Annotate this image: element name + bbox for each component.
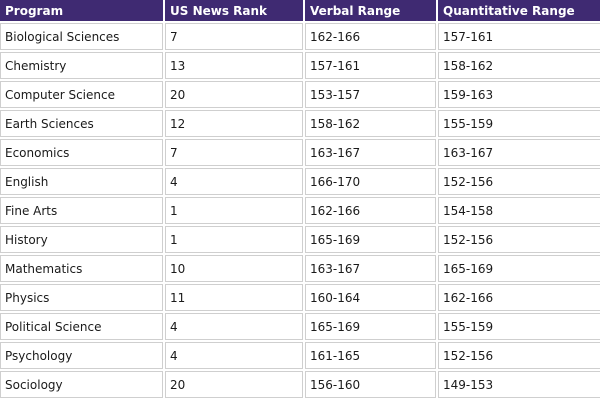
cell-verbal-range: 156-160 xyxy=(305,371,436,398)
cell-verbal-range: 158-162 xyxy=(305,110,436,137)
table-row: Earth Sciences 12 158-162 155-159 xyxy=(0,110,600,137)
table-row: Sociology 20 156-160 149-153 xyxy=(0,371,600,398)
cell-us-news-rank: 20 xyxy=(165,81,303,108)
table-header: Program US News Rank Verbal Range Quanti… xyxy=(0,0,600,21)
cell-us-news-rank: 7 xyxy=(165,139,303,166)
table-row: Fine Arts 1 162-166 154-158 xyxy=(0,197,600,224)
cell-program: Mathematics xyxy=(0,255,163,282)
cell-quantitative-range: 162-166 xyxy=(438,284,600,311)
cell-verbal-range: 160-164 xyxy=(305,284,436,311)
cell-quantitative-range: 158-162 xyxy=(438,52,600,79)
cell-us-news-rank: 12 xyxy=(165,110,303,137)
cell-quantitative-range: 165-169 xyxy=(438,255,600,282)
cell-verbal-range: 162-166 xyxy=(305,197,436,224)
cell-program: Physics xyxy=(0,284,163,311)
header-quantitative-range: Quantitative Range xyxy=(438,0,600,21)
cell-us-news-rank: 4 xyxy=(165,168,303,195)
cell-verbal-range: 163-167 xyxy=(305,255,436,282)
cell-verbal-range: 163-167 xyxy=(305,139,436,166)
table-row: Chemistry 13 157-161 158-162 xyxy=(0,52,600,79)
cell-quantitative-range: 157-161 xyxy=(438,23,600,50)
table-row: Political Science 4 165-169 155-159 xyxy=(0,313,600,340)
cell-program: History xyxy=(0,226,163,253)
table-body: Biological Sciences 7 162-166 157-161 Chemis… xyxy=(0,23,600,398)
table-row: Psychology 4 161-165 152-156 xyxy=(0,342,600,369)
cell-us-news-rank: 10 xyxy=(165,255,303,282)
header-program: Program xyxy=(0,0,163,21)
cell-program: Earth Sciences xyxy=(0,110,163,137)
cell-program: Chemistry xyxy=(0,52,163,79)
cell-us-news-rank: 4 xyxy=(165,313,303,340)
cell-quantitative-range: 152-156 xyxy=(438,226,600,253)
header-us-news-rank: US News Rank xyxy=(165,0,303,21)
cell-verbal-range: 161-165 xyxy=(305,342,436,369)
cell-verbal-range: 153-157 xyxy=(305,81,436,108)
cell-quantitative-range: 155-159 xyxy=(438,313,600,340)
cell-program: Biological Sciences xyxy=(0,23,163,50)
cell-us-news-rank: 20 xyxy=(165,371,303,398)
cell-program: English xyxy=(0,168,163,195)
cell-us-news-rank: 4 xyxy=(165,342,303,369)
cell-verbal-range: 165-169 xyxy=(305,313,436,340)
table-row: Economics 7 163-167 163-167 xyxy=(0,139,600,166)
table-row: Physics 11 160-164 162-166 xyxy=(0,284,600,311)
cell-verbal-range: 166-170 xyxy=(305,168,436,195)
table-row: History 1 165-169 152-156 xyxy=(0,226,600,253)
cell-us-news-rank: 1 xyxy=(165,197,303,224)
cell-quantitative-range: 152-156 xyxy=(438,342,600,369)
cell-quantitative-range: 152-156 xyxy=(438,168,600,195)
cell-quantitative-range: 149-153 xyxy=(438,371,600,398)
cell-quantitative-range: 154-158 xyxy=(438,197,600,224)
header-verbal-range: Verbal Range xyxy=(305,0,436,21)
table-row: Biological Sciences 7 162-166 157-161 xyxy=(0,23,600,50)
cell-quantitative-range: 155-159 xyxy=(438,110,600,137)
cell-us-news-rank: 13 xyxy=(165,52,303,79)
header-row: Program US News Rank Verbal Range Quanti… xyxy=(0,0,600,21)
cell-program: Fine Arts xyxy=(0,197,163,224)
cell-program: Sociology xyxy=(0,371,163,398)
cell-us-news-rank: 7 xyxy=(165,23,303,50)
cell-us-news-rank: 1 xyxy=(165,226,303,253)
cell-verbal-range: 165-169 xyxy=(305,226,436,253)
cell-program: Economics xyxy=(0,139,163,166)
table-row: Computer Science 20 153-157 159-163 xyxy=(0,81,600,108)
table-row: Mathematics 10 163-167 165-169 xyxy=(0,255,600,282)
cell-quantitative-range: 163-167 xyxy=(438,139,600,166)
cell-verbal-range: 157-161 xyxy=(305,52,436,79)
cell-program: Psychology xyxy=(0,342,163,369)
cell-program: Computer Science xyxy=(0,81,163,108)
cell-us-news-rank: 11 xyxy=(165,284,303,311)
cell-verbal-range: 162-166 xyxy=(305,23,436,50)
cell-quantitative-range: 159-163 xyxy=(438,81,600,108)
table-row: English 4 166-170 152-156 xyxy=(0,168,600,195)
cell-program: Political Science xyxy=(0,313,163,340)
